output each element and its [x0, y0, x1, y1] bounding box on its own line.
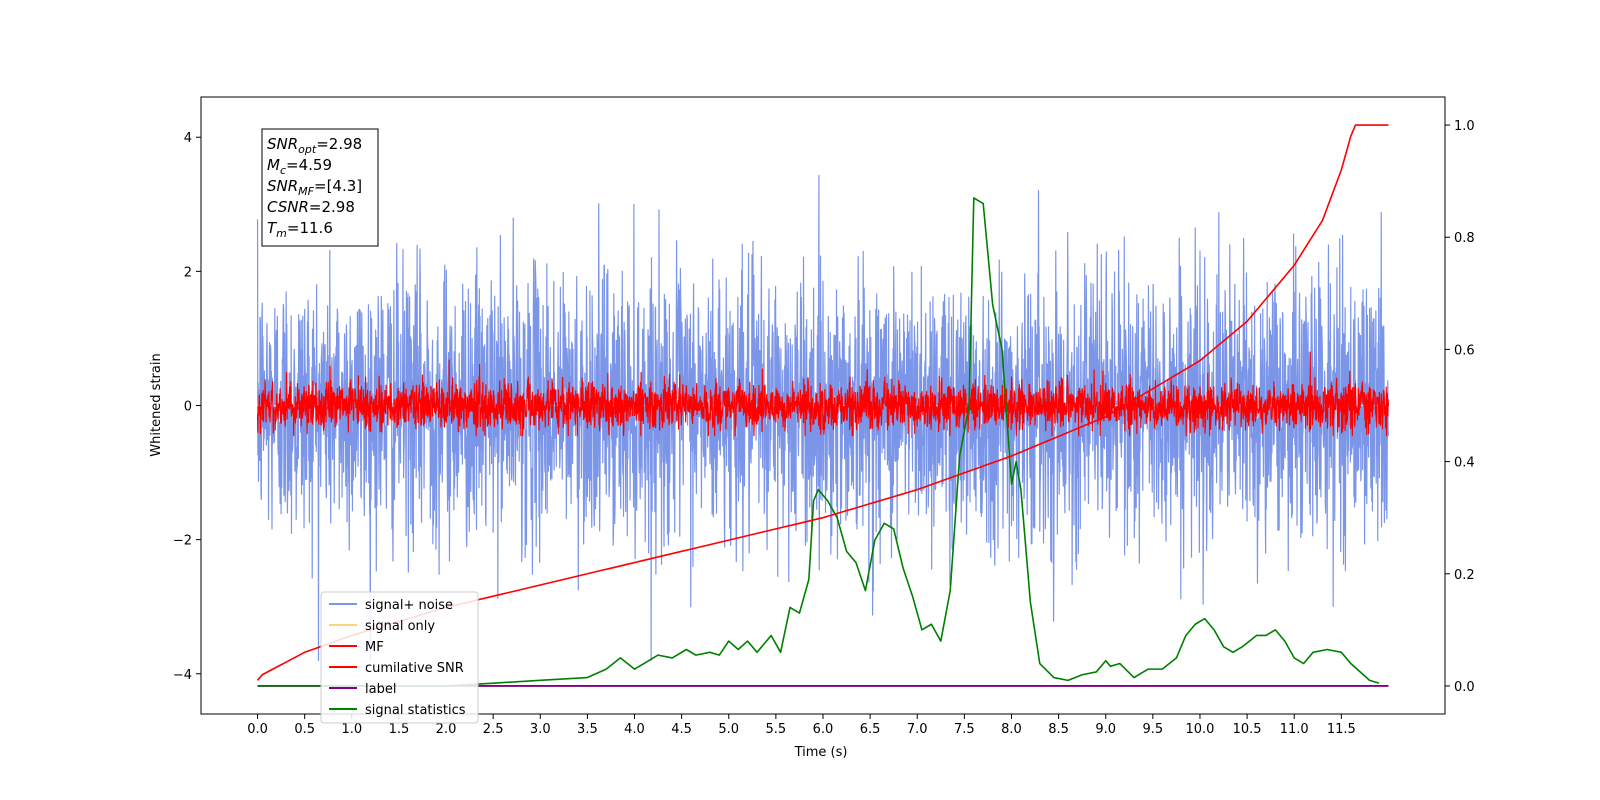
x-tick-label: 0.5: [294, 722, 315, 737]
info-box-line: SNRopt=2.98: [267, 135, 362, 156]
legend-item: MF: [329, 640, 384, 655]
legend-label: signal+ noise: [365, 598, 453, 613]
legend-item: label: [329, 682, 396, 697]
x-tick-label: 6.5: [860, 722, 881, 737]
y-axis-left: −4 −2 0 2 4: [173, 131, 201, 683]
y-axis-right: 0.0 0.2 0.4 0.6 0.8 1.0: [1445, 119, 1475, 695]
info-box-line: Mc=4.59: [267, 156, 332, 177]
legend-frame: [320, 591, 479, 724]
info-box-line: CSNR=2.98: [267, 198, 355, 216]
legend-label: signal only: [365, 619, 435, 634]
info-box-line: SNRMF=[4.3]: [267, 177, 362, 198]
x-tick-label: 10.5: [1233, 722, 1262, 737]
y-left-tick-label: 2: [184, 265, 192, 280]
legend-item: signal only: [329, 619, 435, 634]
legend-label: cumilative SNR: [365, 661, 464, 676]
y-left-tick-label: −4: [173, 668, 192, 683]
x-tick-label: 1.0: [341, 722, 362, 737]
y-right-tick-label: 0.8: [1454, 231, 1475, 246]
legend-item: cumilative SNR: [329, 661, 464, 676]
y-left-tick-label: 0: [184, 400, 192, 415]
x-tick-label: 2.0: [436, 722, 457, 737]
y-right-tick-label: 0.6: [1454, 343, 1475, 358]
y-right-tick-label: 0.0: [1454, 680, 1475, 695]
y-left-tick-label: −2: [173, 534, 192, 549]
legend-label: signal statistics: [365, 703, 466, 718]
x-tick-label: 8.0: [1001, 722, 1022, 737]
x-tick-label: 3.0: [530, 722, 551, 737]
x-tick-label: 3.5: [577, 722, 598, 737]
x-tick-label: 0.0: [247, 722, 268, 737]
y-left-tick-label: 4: [184, 131, 192, 146]
x-tick-label: 9.0: [1095, 722, 1116, 737]
series-line-signal-statistics: [257, 197, 1380, 687]
legend-label: MF: [365, 640, 384, 655]
legend-item: signal+ noise: [329, 598, 453, 613]
x-tick-label: 4.5: [671, 722, 692, 737]
x-axis-label: Time (s): [794, 745, 848, 760]
y-right-tick-label: 1.0: [1454, 119, 1475, 134]
series-line-signal-noise: [256, 174, 1390, 661]
legend-label: label: [365, 682, 396, 697]
y-right-tick-label: 0.2: [1454, 568, 1475, 583]
x-tick-label: 11.0: [1280, 722, 1309, 737]
x-axis: 0.0 0.5 1.0 1.5 2.0 2.5 3.0 3.5 4.0 4.5 5.0 5.5 6.0 6…: [247, 714, 1356, 737]
x-tick-label: 1.5: [389, 722, 410, 737]
x-tick-label: 6.0: [813, 722, 834, 737]
legend-item: signal statistics: [329, 703, 466, 718]
info-box-frame: [261, 128, 379, 247]
y-right-tick-label: 0.4: [1454, 456, 1475, 471]
legend: signal+ noise signal only MF cumilative SNR…: [320, 591, 479, 724]
x-tick-label: 10.0: [1185, 722, 1214, 737]
x-tick-label: 5.5: [766, 722, 787, 737]
x-tick-label: 2.5: [483, 722, 504, 737]
y-axis-label: Whitened strain: [149, 353, 164, 456]
x-tick-label: 4.0: [624, 722, 645, 737]
series-line-mf: [256, 351, 1390, 437]
x-tick-label: 7.0: [907, 722, 928, 737]
x-tick-label: 9.5: [1143, 722, 1164, 737]
x-tick-label: 5.0: [718, 722, 739, 737]
x-tick-label: 7.5: [954, 722, 975, 737]
x-tick-label: 8.5: [1048, 722, 1069, 737]
info-box-line: Tm=11.6: [267, 219, 333, 240]
x-tick-label: 11.5: [1327, 722, 1356, 737]
